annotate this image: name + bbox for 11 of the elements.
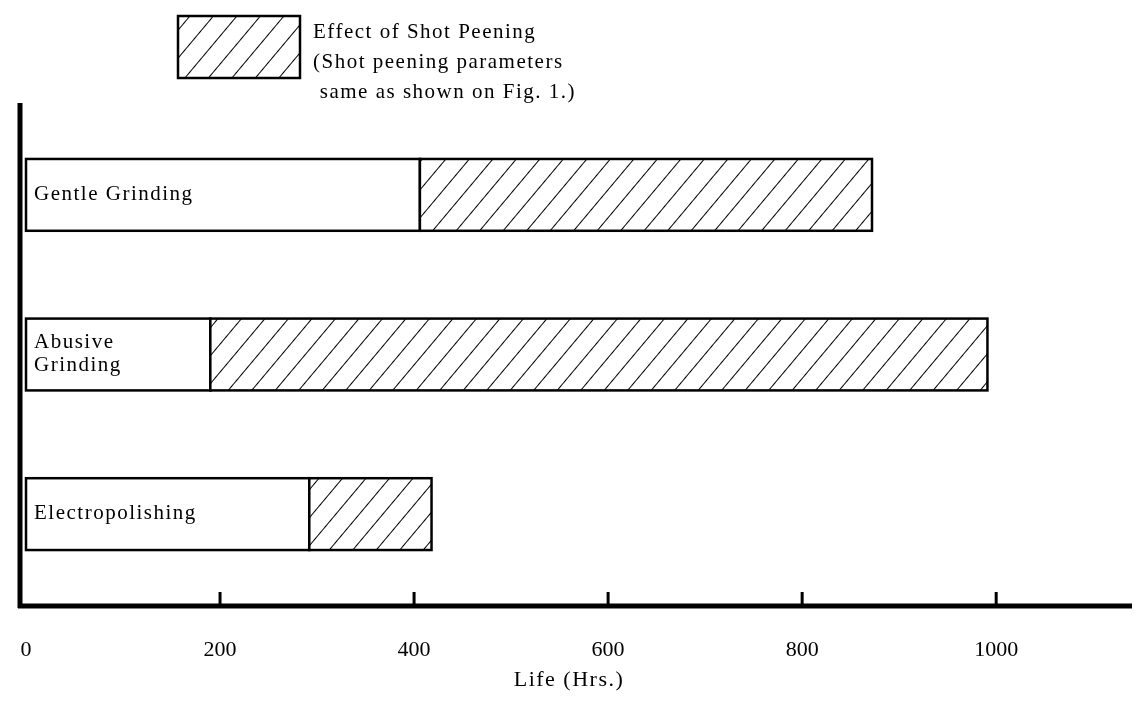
x-tick-label: 200 [203,636,237,661]
x-tick-label: 1000 [974,636,1019,661]
x-tick-label: 800 [785,636,819,661]
y-tick-label: Electropolishing [34,499,197,524]
x-tick-label: 600 [591,636,625,661]
x-tick-label: 400 [397,636,431,661]
text: Effect of Shot Peening (Shot peening parameters same as shown on Fig. 1.) [313,19,576,103]
x-tick-label: 0 [20,636,32,661]
y-tick-label: Gentle Grinding [34,180,194,205]
y-tick-label: Abusive Grinding [34,328,122,376]
x-axis-title: Life (Hrs.) [513,666,625,691]
